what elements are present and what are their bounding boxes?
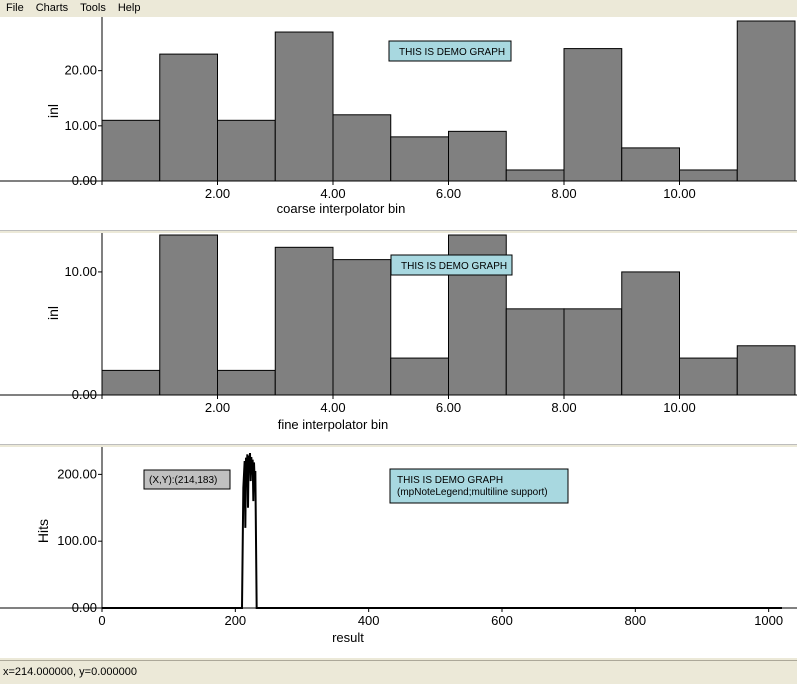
fine-interpolator-chart[interactable]: 0.00 10.00 2.00 4.00 6.00 8.00 10.00 fine inter… — [0, 233, 797, 445]
y-tick-label: 100.00 — [57, 533, 97, 548]
bar — [505, 308, 565, 396]
bar — [736, 345, 796, 396]
bar — [217, 119, 276, 182]
x-tick-label: 2.00 — [205, 400, 230, 415]
y-tick-label: 20.00 — [64, 63, 97, 78]
note-legend-text: THIS IS DEMO GRAPH — [401, 261, 507, 272]
note-legend-box — [390, 254, 513, 276]
bar — [505, 169, 565, 182]
chart-panel-result[interactable]: 0.00 100.00 200.00 0 200 400 600 800 1000 result H… — [0, 447, 797, 658]
bar — [274, 246, 334, 396]
x-axis-label: result — [332, 630, 364, 645]
x-tick-label: 8.00 — [551, 400, 576, 415]
x-tick-label: 2.00 — [205, 186, 230, 201]
note-legend-box — [388, 40, 512, 62]
chart-panel-coarse[interactable]: 0.00 10.00 20.00 2.00 4.00 6.00 8.00 10.00 coars… — [0, 17, 797, 231]
y-tick-label: 0.00 — [72, 173, 97, 188]
x-tick-label: 0 — [98, 613, 105, 628]
y-tick-label: 200.00 — [57, 466, 97, 481]
note-legend-box — [389, 468, 569, 504]
x-tick-label: 4.00 — [320, 186, 345, 201]
x-axis-label: coarse interpolator bin — [277, 201, 406, 216]
bar — [332, 114, 392, 182]
menu-help[interactable]: Help — [117, 2, 141, 14]
x-tick-label: 200 — [224, 613, 246, 628]
bar — [679, 357, 738, 396]
status-coordinates: x=214.000000, y=0.000000 — [3, 666, 137, 678]
y-tick-label: 0.00 — [72, 600, 97, 615]
x-tick-label: 800 — [624, 613, 646, 628]
note-legend-text: THIS IS DEMO GRAPH — [397, 475, 503, 486]
bar — [217, 369, 276, 396]
bar — [101, 369, 161, 396]
bar — [621, 271, 680, 396]
bar — [563, 308, 623, 396]
menu-file[interactable]: File — [6, 2, 24, 14]
y-axis-label: Hits — [35, 519, 51, 543]
y-axis-label: inl — [45, 104, 61, 118]
x-tick-label: 10.00 — [663, 400, 696, 415]
menu-bar: File Charts Tools Help — [0, 0, 797, 17]
bar — [563, 48, 623, 182]
menu-charts[interactable]: Charts — [35, 2, 69, 14]
x-tick-label: 1000 — [754, 613, 783, 628]
bar — [159, 234, 218, 396]
x-tick-label: 6.00 — [436, 400, 461, 415]
x-tick-label: 400 — [358, 613, 380, 628]
panel-separator — [0, 444, 797, 445]
y-tick-label: 0.00 — [72, 387, 97, 402]
bar — [736, 20, 796, 182]
chart-panel-fine[interactable]: 0.00 10.00 2.00 4.00 6.00 8.00 10.00 fine inter… — [0, 233, 797, 445]
note-legend-text: THIS IS DEMO GRAPH — [399, 47, 505, 58]
bar — [448, 130, 507, 182]
menu-tools[interactable]: Tools — [80, 2, 106, 14]
coords-legend-text: (X,Y):(214,183) — [149, 475, 217, 486]
coarse-interpolator-chart[interactable]: 0.00 10.00 20.00 2.00 4.00 6.00 8.00 10.00 coars… — [0, 17, 797, 231]
bar — [390, 357, 449, 396]
x-axis-label: fine interpolator bin — [278, 417, 389, 432]
x-tick-label: 4.00 — [320, 400, 345, 415]
bar — [621, 147, 680, 182]
panel-separator — [0, 230, 797, 231]
status-bar: x=214.000000, y=0.000000 — [0, 660, 797, 684]
bar — [679, 169, 738, 182]
note-legend-text: (mpNoteLegend;multiline support) — [397, 487, 548, 498]
result-hits-chart[interactable]: 0.00 100.00 200.00 0 200 400 600 800 1000 result H… — [0, 447, 797, 658]
y-tick-label: 10.00 — [64, 264, 97, 279]
bar — [159, 53, 218, 182]
bar — [101, 119, 161, 182]
x-tick-label: 8.00 — [551, 186, 576, 201]
x-tick-label: 6.00 — [436, 186, 461, 201]
bar — [274, 31, 334, 182]
y-axis-label: inl — [45, 306, 61, 320]
bar — [332, 259, 392, 396]
y-tick-label: 10.00 — [64, 118, 97, 133]
x-tick-label: 10.00 — [663, 186, 696, 201]
coords-legend-box — [143, 469, 231, 490]
series-line — [102, 452, 782, 609]
x-tick-label: 600 — [491, 613, 513, 628]
bar — [390, 136, 449, 182]
